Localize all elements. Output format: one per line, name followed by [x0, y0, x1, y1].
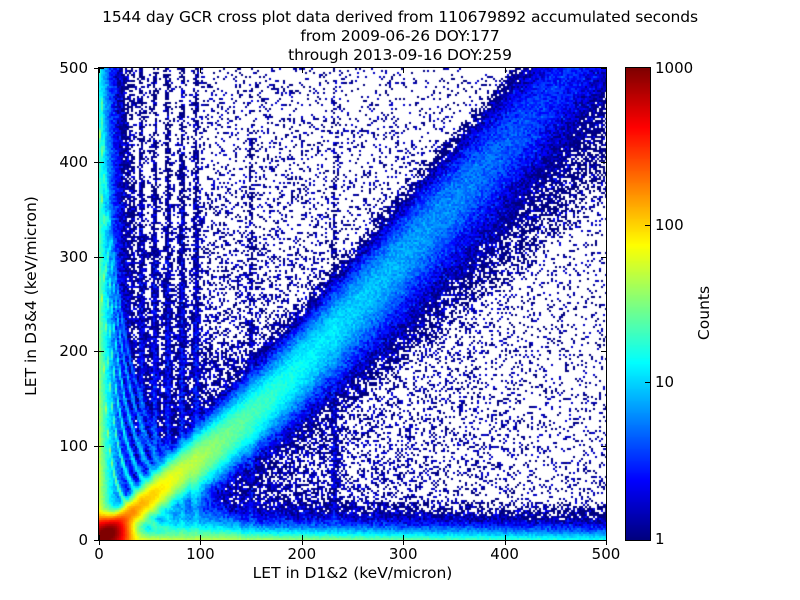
x-tick-label: 300 [388, 545, 418, 563]
y-tick-label: 500 [59, 59, 88, 77]
x-tick-label: 400 [490, 545, 519, 563]
y-tick-inner [99, 445, 104, 447]
colorbar-tick-label: 100 [655, 216, 684, 234]
density-heatmap [99, 68, 606, 540]
x-axis-label: LET in D1&2 (keV/micron) [252, 564, 453, 582]
y-tick [94, 540, 99, 541]
figure-title-line-3: through 2013-09-16 DOY:259 [288, 46, 512, 64]
x-tick [606, 540, 607, 545]
x-tick-label: 500 [591, 545, 621, 563]
x-tick-label: 100 [186, 545, 215, 563]
y-tick-right [601, 445, 606, 447]
y-tick [94, 256, 99, 258]
colorbar-tick [645, 382, 650, 383]
y-tick-right [601, 162, 606, 164]
x-tick-inner [606, 535, 607, 540]
x-tick-inner [99, 535, 100, 540]
y-tick-right [601, 68, 606, 69]
y-tick-inner [99, 540, 104, 541]
y-tick-label: 400 [59, 153, 88, 172]
x-tick-top [301, 68, 303, 73]
x-tick [301, 540, 303, 545]
colorbar-label: Counts [695, 285, 713, 341]
x-tick-inner [403, 535, 405, 540]
y-tick [94, 68, 99, 69]
x-tick-top [504, 68, 506, 73]
x-tick [403, 540, 405, 545]
colorbar-tick-label: 10 [655, 373, 675, 391]
y-tick-inner [99, 256, 104, 258]
y-tick-label: 200 [59, 342, 88, 361]
y-tick-label: 300 [59, 247, 88, 266]
y-axis-label: LET in D3&4 (keV/micron) [22, 196, 40, 396]
x-tick-inner [301, 535, 303, 540]
x-tick [99, 540, 100, 545]
colorbar-tick-label: 1 [655, 530, 665, 548]
y-tick-right [601, 540, 606, 541]
y-tick-right [601, 256, 606, 258]
plot-axes [94, 67, 607, 545]
colorbar-tick-label: 1000 [655, 59, 694, 77]
x-tick [200, 540, 202, 545]
figure-title-line-2: from 2009-06-26 DOY:177 [300, 27, 500, 45]
x-tick-inner [504, 535, 506, 540]
figure-title: 1544 day GCR cross plot data derived fro… [0, 8, 800, 65]
y-tick [94, 351, 99, 353]
y-tick-label: 100 [59, 436, 88, 455]
x-tick-inner [200, 535, 202, 540]
colorbar-tick [645, 225, 650, 226]
x-tick-top [403, 68, 405, 73]
y-tick-inner [99, 68, 104, 69]
y-tick-inner [99, 351, 104, 353]
x-tick-top [200, 68, 202, 73]
x-tick-label: 0 [94, 545, 104, 563]
y-tick-inner [99, 162, 104, 164]
x-tick-top [606, 68, 607, 73]
y-tick [94, 445, 99, 447]
x-tick-top [99, 68, 100, 73]
y-tick [94, 162, 99, 164]
y-tick-label: 0 [78, 531, 88, 549]
colorbar [625, 67, 651, 541]
figure-title-line-1: 1544 day GCR cross plot data derived fro… [102, 8, 698, 26]
x-tick [504, 540, 506, 545]
x-tick-label: 200 [287, 545, 317, 563]
colorbar-gradient [626, 68, 650, 540]
y-tick-right [601, 351, 606, 353]
